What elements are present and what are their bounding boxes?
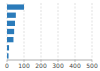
bar xyxy=(7,37,13,42)
chart: 0 100 200 300 400 500 xyxy=(0,0,100,71)
tick-label: 0 xyxy=(5,62,9,69)
tick-label: 300 xyxy=(52,62,64,69)
tick-label: 200 xyxy=(35,62,47,69)
bar xyxy=(7,53,9,58)
tick-label: 100 xyxy=(18,62,30,69)
bar xyxy=(7,13,16,18)
grid-line xyxy=(75,3,76,60)
tick-label: 400 xyxy=(69,62,81,69)
bar xyxy=(7,4,24,9)
chart-container: 0 100 200 300 400 500 xyxy=(0,0,100,71)
tick-label: 500 xyxy=(86,62,98,69)
grid-line xyxy=(58,3,59,60)
x-axis: 0 100 200 300 400 500 xyxy=(5,60,98,69)
axis-line xyxy=(7,60,92,61)
grid-line xyxy=(92,3,93,60)
bar xyxy=(7,21,15,26)
grid-line xyxy=(24,3,25,60)
grid-line xyxy=(41,3,42,60)
bar xyxy=(7,45,9,50)
bars xyxy=(7,4,24,58)
bar xyxy=(7,29,14,34)
grid xyxy=(7,3,92,60)
